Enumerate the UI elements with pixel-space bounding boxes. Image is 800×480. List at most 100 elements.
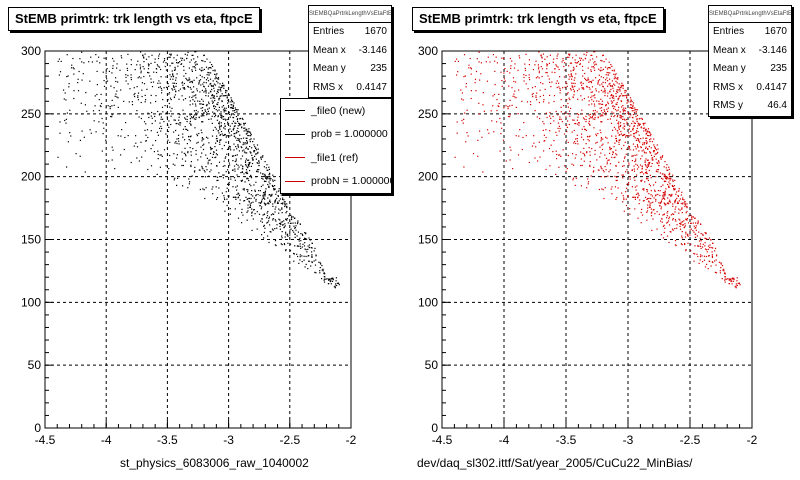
data-point <box>86 110 88 112</box>
data-point <box>319 270 321 272</box>
data-point <box>264 227 266 229</box>
data-point <box>304 242 306 244</box>
data-point <box>690 250 692 252</box>
data-point <box>615 103 617 105</box>
data-point <box>207 85 210 87</box>
left-stats-row-rms-x: RMS x 0.4147 <box>309 79 391 98</box>
data-point <box>242 144 244 146</box>
data-point <box>203 138 205 140</box>
data-point <box>674 211 676 213</box>
data-point <box>113 87 115 89</box>
data-point <box>201 121 203 123</box>
data-point <box>485 61 487 63</box>
data-point <box>521 148 523 151</box>
data-point <box>267 202 269 205</box>
data-point <box>272 174 274 176</box>
data-point <box>308 244 311 246</box>
data-point <box>604 90 606 92</box>
data-point <box>274 244 276 246</box>
data-point <box>151 86 154 88</box>
data-point <box>637 193 639 195</box>
data-point <box>643 130 645 132</box>
data-point <box>268 172 271 174</box>
data-point <box>645 196 647 198</box>
data-point <box>645 137 647 139</box>
data-point <box>294 227 296 229</box>
data-point <box>563 133 566 135</box>
data-point <box>222 134 224 137</box>
data-point <box>203 189 205 191</box>
legend-box[interactable]: _file0 (new) prob = 1.000000 _file1 (ref… <box>280 98 392 194</box>
data-point <box>229 164 231 166</box>
data-point <box>286 233 289 235</box>
data-point <box>150 81 152 83</box>
data-point <box>252 141 254 143</box>
data-point <box>220 124 222 127</box>
data-point <box>649 152 651 154</box>
data-point <box>668 217 670 220</box>
data-point <box>150 62 152 64</box>
data-point <box>258 165 260 167</box>
data-point <box>126 67 128 69</box>
data-point <box>193 110 195 112</box>
data-point <box>593 127 595 129</box>
data-point <box>245 171 247 174</box>
data-point <box>567 113 569 115</box>
data-point <box>697 245 699 247</box>
data-point <box>237 217 240 219</box>
data-point <box>613 69 615 71</box>
data-point <box>573 79 575 81</box>
data-point <box>512 77 515 79</box>
data-point <box>335 283 337 285</box>
data-point <box>613 97 615 99</box>
data-point <box>607 74 609 76</box>
data-point <box>609 146 611 148</box>
stats-label: Mean x <box>713 44 746 56</box>
data-point <box>277 202 279 204</box>
data-point <box>589 113 592 115</box>
data-point <box>494 60 496 62</box>
data-point <box>124 136 126 139</box>
data-point <box>735 287 737 289</box>
data-point <box>295 229 297 231</box>
data-point <box>586 51 588 54</box>
data-point <box>216 198 218 200</box>
data-point <box>630 134 632 136</box>
data-point <box>607 159 609 161</box>
data-point <box>188 67 190 69</box>
data-point <box>674 240 677 242</box>
data-point <box>623 197 625 199</box>
data-point <box>230 104 232 106</box>
data-point <box>589 161 591 163</box>
data-point <box>584 57 587 60</box>
data-point <box>653 151 655 153</box>
data-point <box>269 179 271 181</box>
data-point <box>203 169 205 172</box>
data-point <box>545 129 547 131</box>
data-point <box>219 139 221 141</box>
data-point <box>533 142 535 144</box>
left-stats-box[interactable]: StEMBQaPrtrkLengthVsEtaFtE Entries 1670 … <box>308 5 392 98</box>
data-point <box>500 133 502 135</box>
data-point <box>582 69 584 71</box>
data-point <box>310 247 312 249</box>
data-point <box>498 102 500 105</box>
data-point <box>641 165 643 167</box>
data-point <box>539 95 541 98</box>
data-point <box>646 142 648 144</box>
data-point <box>245 146 248 148</box>
right-stats-box[interactable]: StEMBQaPrtrkLengthVsEtaFtE Entries 1670 … <box>708 5 792 117</box>
data-point <box>278 212 280 214</box>
data-point <box>179 88 181 90</box>
data-point <box>496 109 498 112</box>
data-point <box>724 276 726 278</box>
data-point <box>478 61 480 63</box>
data-point <box>604 176 606 178</box>
data-point <box>662 214 664 216</box>
data-point <box>629 107 631 109</box>
data-point <box>198 117 200 119</box>
data-point <box>712 242 714 244</box>
data-point <box>214 106 217 108</box>
data-point <box>543 134 545 136</box>
data-point <box>630 104 632 106</box>
